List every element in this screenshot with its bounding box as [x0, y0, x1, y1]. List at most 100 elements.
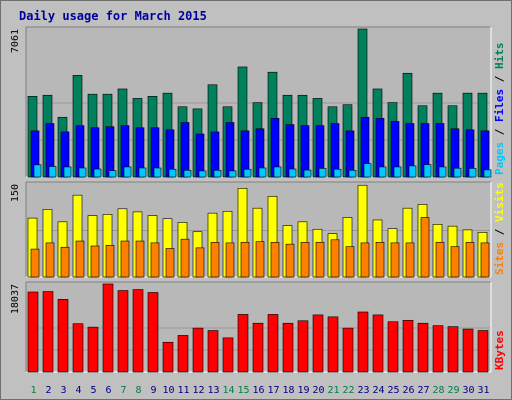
bar-sites-day-20: [315, 241, 325, 278]
bar-files-day-12: [195, 133, 205, 178]
bar-pages-day-22: [348, 169, 357, 178]
bar-kbytes-day-31: [477, 330, 489, 373]
chart-title: Daily usage for March 2015: [19, 9, 207, 23]
x-tick-label-day-11: 11: [177, 385, 189, 396]
bar-pages-day-18: [288, 168, 297, 178]
bar-kbytes-day-29: [447, 326, 459, 373]
bar-kbytes-day-22: [342, 327, 354, 373]
bar-kbytes-day-14: [222, 337, 234, 373]
bar-kbytes-day-4: [72, 323, 84, 373]
legend-visits-sites: Sites / Visits: [493, 182, 506, 275]
bar-sites-day-11: [180, 238, 190, 278]
bar-kbytes-day-11: [177, 335, 189, 373]
legend-entry-files: Files: [493, 89, 506, 122]
bar-sites-day-12: [195, 247, 205, 278]
y-max-label: 18037: [10, 284, 21, 314]
bar-sites-day-19: [300, 241, 310, 278]
x-tick-label-day-22: 22: [342, 385, 354, 396]
bar-pages-day-5: [93, 168, 102, 178]
bar-pages-day-8: [138, 167, 147, 178]
bar-sites-day-3: [60, 246, 70, 278]
bar-kbytes-day-6: [102, 283, 114, 373]
bar-kbytes-day-19: [297, 320, 309, 373]
bar-pages-day-7: [123, 166, 132, 178]
bar-kbytes-day-24: [372, 314, 384, 373]
bar-kbytes-day-2: [42, 291, 54, 373]
bar-pages-day-30: [468, 168, 477, 178]
legend-kbytes: KBytes: [493, 330, 506, 370]
x-tick-label-day-14: 14: [222, 385, 234, 396]
x-tick-label-day-6: 6: [105, 385, 111, 396]
x-tick-label-day-16: 16: [252, 385, 264, 396]
bar-pages-day-9: [153, 167, 162, 178]
bar-kbytes-day-12: [192, 327, 204, 373]
bar-sites-day-7: [120, 240, 130, 278]
bar-sites-day-22: [345, 246, 355, 278]
bar-pages-day-2: [48, 166, 57, 178]
x-tick-label-day-20: 20: [312, 385, 324, 396]
x-tick-label-day-3: 3: [60, 385, 66, 396]
legend-separator: /: [493, 222, 506, 242]
legend-entry-sites: Sites: [493, 242, 506, 275]
bar-sites-day-13: [210, 241, 220, 278]
x-tick-label-day-23: 23: [357, 385, 369, 396]
bar-sites-day-15: [240, 241, 250, 278]
x-tick-label-day-5: 5: [90, 385, 96, 396]
bar-sites-day-30: [465, 241, 475, 278]
bar-kbytes-day-7: [117, 290, 129, 373]
bar-pages-day-31: [483, 169, 492, 178]
bar-pages-day-26: [408, 165, 417, 178]
bar-kbytes-day-18: [282, 322, 294, 373]
bar-pages-day-17: [273, 166, 282, 178]
bar-sites-day-16: [255, 241, 265, 278]
x-tick-label-day-21: 21: [327, 385, 339, 396]
bar-pages-day-27: [423, 164, 432, 178]
x-tick-label-day-4: 4: [75, 385, 81, 396]
legend-entry-hits: Hits: [493, 43, 506, 70]
x-tick-label-day-1: 1: [30, 385, 36, 396]
x-tick-label-day-18: 18: [282, 385, 294, 396]
bar-pages-day-20: [318, 168, 327, 178]
bar-pages-day-4: [78, 167, 87, 178]
y-max-label: 150: [10, 184, 21, 202]
legend-entry-pages: Pages: [493, 142, 506, 175]
bar-pages-day-19: [303, 169, 312, 178]
bar-kbytes-day-15: [237, 314, 249, 373]
bar-kbytes-day-16: [252, 322, 264, 373]
bar-kbytes-day-23: [357, 311, 369, 373]
x-tick-label-day-31: 31: [477, 385, 489, 396]
bar-kbytes-day-13: [207, 330, 219, 373]
panel-hits-files-pages: 7061 Pages / Files / Hits: [10, 26, 506, 178]
bar-pages-day-25: [393, 166, 402, 178]
x-tick-label-day-30: 30: [462, 385, 474, 396]
bar-sites-day-5: [90, 245, 100, 278]
bar-files-day-6: [105, 126, 115, 178]
bar-pages-day-11: [183, 169, 192, 178]
bar-pages-day-6: [108, 170, 117, 178]
bar-sites-day-21: [330, 239, 340, 278]
bar-pages-day-12: [198, 170, 207, 178]
bar-kbytes-day-3: [57, 299, 69, 373]
bar-sites-day-24: [375, 241, 385, 278]
legend-hits-files-pages: Pages / Files / Hits: [493, 43, 506, 176]
bar-pages-day-13: [213, 169, 222, 178]
bar-sites-day-1: [30, 248, 40, 278]
x-tick-label-day-10: 10: [162, 385, 174, 396]
x-tick-label-day-19: 19: [297, 385, 309, 396]
legend-entry-visits: Visits: [493, 182, 506, 222]
x-tick-label-day-8: 8: [135, 385, 141, 396]
bar-files-day-14: [225, 122, 235, 178]
x-tick-label-day-15: 15: [237, 385, 249, 396]
bar-kbytes-day-25: [387, 321, 399, 373]
legend-separator: /: [493, 122, 506, 142]
bar-kbytes-day-9: [147, 292, 159, 373]
bar-pages-day-29: [453, 167, 462, 178]
x-tick-label-day-25: 25: [387, 385, 399, 396]
bar-kbytes-day-17: [267, 314, 279, 373]
x-tick-label-day-12: 12: [192, 385, 204, 396]
bar-pages-day-10: [168, 168, 177, 178]
bar-sites-day-29: [450, 246, 460, 278]
bar-sites-day-31: [480, 242, 490, 278]
bar-sites-day-18: [285, 243, 295, 278]
